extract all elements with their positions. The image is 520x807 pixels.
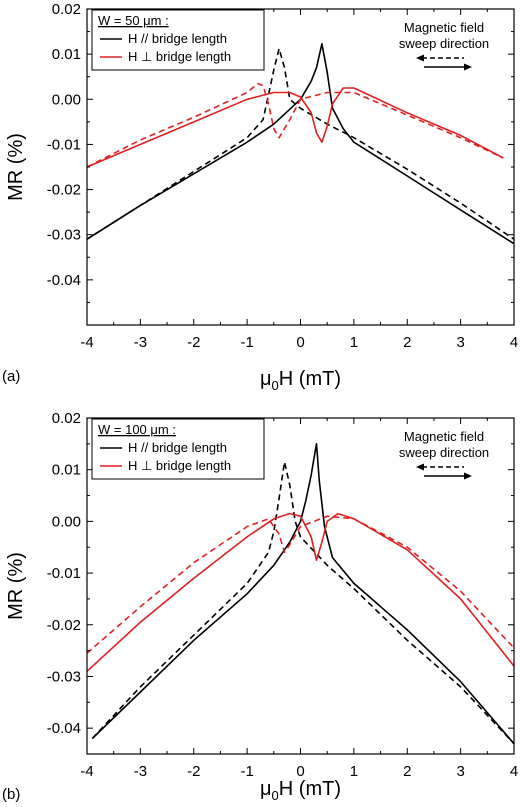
x-tick-label: 2 — [403, 334, 411, 351]
x-tick-label: 4 — [510, 763, 518, 780]
series-line-2 — [86, 512, 515, 672]
x-axis-title-rest: H (mT) — [279, 778, 341, 800]
series-line-1 — [86, 47, 515, 240]
x-tick-label: 2 — [403, 763, 411, 780]
y-axis-title: MR (%) — [5, 133, 27, 201]
x-tick-label: -4 — [80, 334, 93, 351]
series-line-0 — [86, 42, 515, 245]
series-line-3 — [86, 82, 504, 168]
panel-a: -4 -3 -2 -1 0 1 2 3 4 -0.04 -0.03 -0.02 -0.01 0.00 0.0… — [2, 1, 518, 393]
sweep-arrow-right-head — [464, 63, 472, 71]
series-line-3 — [86, 515, 515, 654]
panel-b: -4 -3 -2 -1 0 1 2 3 4 -0.04 -0.03 -0.02 -0.01 0.00 0.0… — [2, 410, 518, 803]
x-axis-title-rest: H (mT) — [279, 368, 341, 390]
x-axis-title-sub: 0 — [272, 788, 279, 803]
x-axis-title-main: μ — [260, 368, 272, 390]
sweep-arrow-left-head — [416, 463, 424, 471]
y-tick-label: -0.04 — [47, 272, 81, 289]
x-tick-label: -2 — [187, 334, 200, 351]
x-tick-label: -1 — [240, 334, 253, 351]
legend-box — [91, 418, 265, 480]
y-tick-label: 0.02 — [52, 410, 81, 427]
y-tick-label: -0.02 — [47, 182, 81, 199]
x-tick-label: 3 — [456, 763, 464, 780]
x-tick-label: 0 — [296, 763, 304, 780]
series-line-1 — [91, 461, 515, 745]
x-tick-label: -3 — [134, 763, 147, 780]
x-tick-label: -3 — [134, 334, 147, 351]
legend-title: W = 50 μm : — [98, 13, 169, 28]
annotation-line: sweep direction — [399, 445, 489, 460]
annotation-line: Magnetic field — [404, 20, 484, 35]
y-axis-title: MR (%) — [5, 552, 27, 620]
x-tick-label: 1 — [350, 334, 358, 351]
y-tick-label: 0.00 — [52, 91, 81, 108]
y-tick-label: -0.02 — [47, 617, 81, 634]
y-tick-label: 0.01 — [52, 46, 81, 63]
x-axis-title-sub: 0 — [272, 378, 279, 393]
series-line-2 — [86, 87, 504, 168]
x-tick-label: 0 — [296, 334, 304, 351]
x-axis-title: μ0H (mT) — [260, 368, 341, 393]
y-tick-label: 0.01 — [52, 462, 81, 479]
y-tick-label: 0.02 — [52, 1, 81, 18]
panel-label: (a) — [2, 368, 20, 385]
legend-title: W = 100 μm : — [98, 422, 176, 437]
y-tick-label: -0.03 — [47, 668, 81, 685]
x-tick-label: 1 — [350, 763, 358, 780]
sweep-arrow-right-head — [464, 472, 472, 480]
x-tick-label: 4 — [510, 334, 518, 351]
legend-entry: H ⊥ bridge length — [128, 458, 231, 473]
legend-box — [91, 9, 265, 71]
x-axis-title: μ0H (mT) — [260, 778, 341, 803]
sweep-arrow-left-head — [416, 54, 424, 62]
annotation-line: Magnetic field — [404, 429, 484, 444]
legend-entry: H // bridge length — [128, 440, 227, 455]
legend-entry: H ⊥ bridge length — [128, 49, 231, 64]
x-axis-title-main: μ — [260, 778, 272, 800]
y-tick-label: -0.01 — [47, 565, 81, 582]
y-tick-label: -0.01 — [47, 136, 81, 153]
x-tick-label: -4 — [80, 763, 93, 780]
annotation-line: sweep direction — [399, 36, 489, 51]
legend-entry: H // bridge length — [128, 31, 227, 46]
x-tick-label: -2 — [187, 763, 200, 780]
panel-label: (b) — [2, 786, 20, 803]
y-tick-label: 0.00 — [52, 513, 81, 530]
x-tick-label: 3 — [456, 334, 464, 351]
y-tick-label: -0.04 — [47, 720, 81, 737]
x-tick-label: -1 — [240, 763, 253, 780]
y-tick-label: -0.03 — [47, 227, 81, 244]
series-line-0 — [91, 442, 515, 745]
